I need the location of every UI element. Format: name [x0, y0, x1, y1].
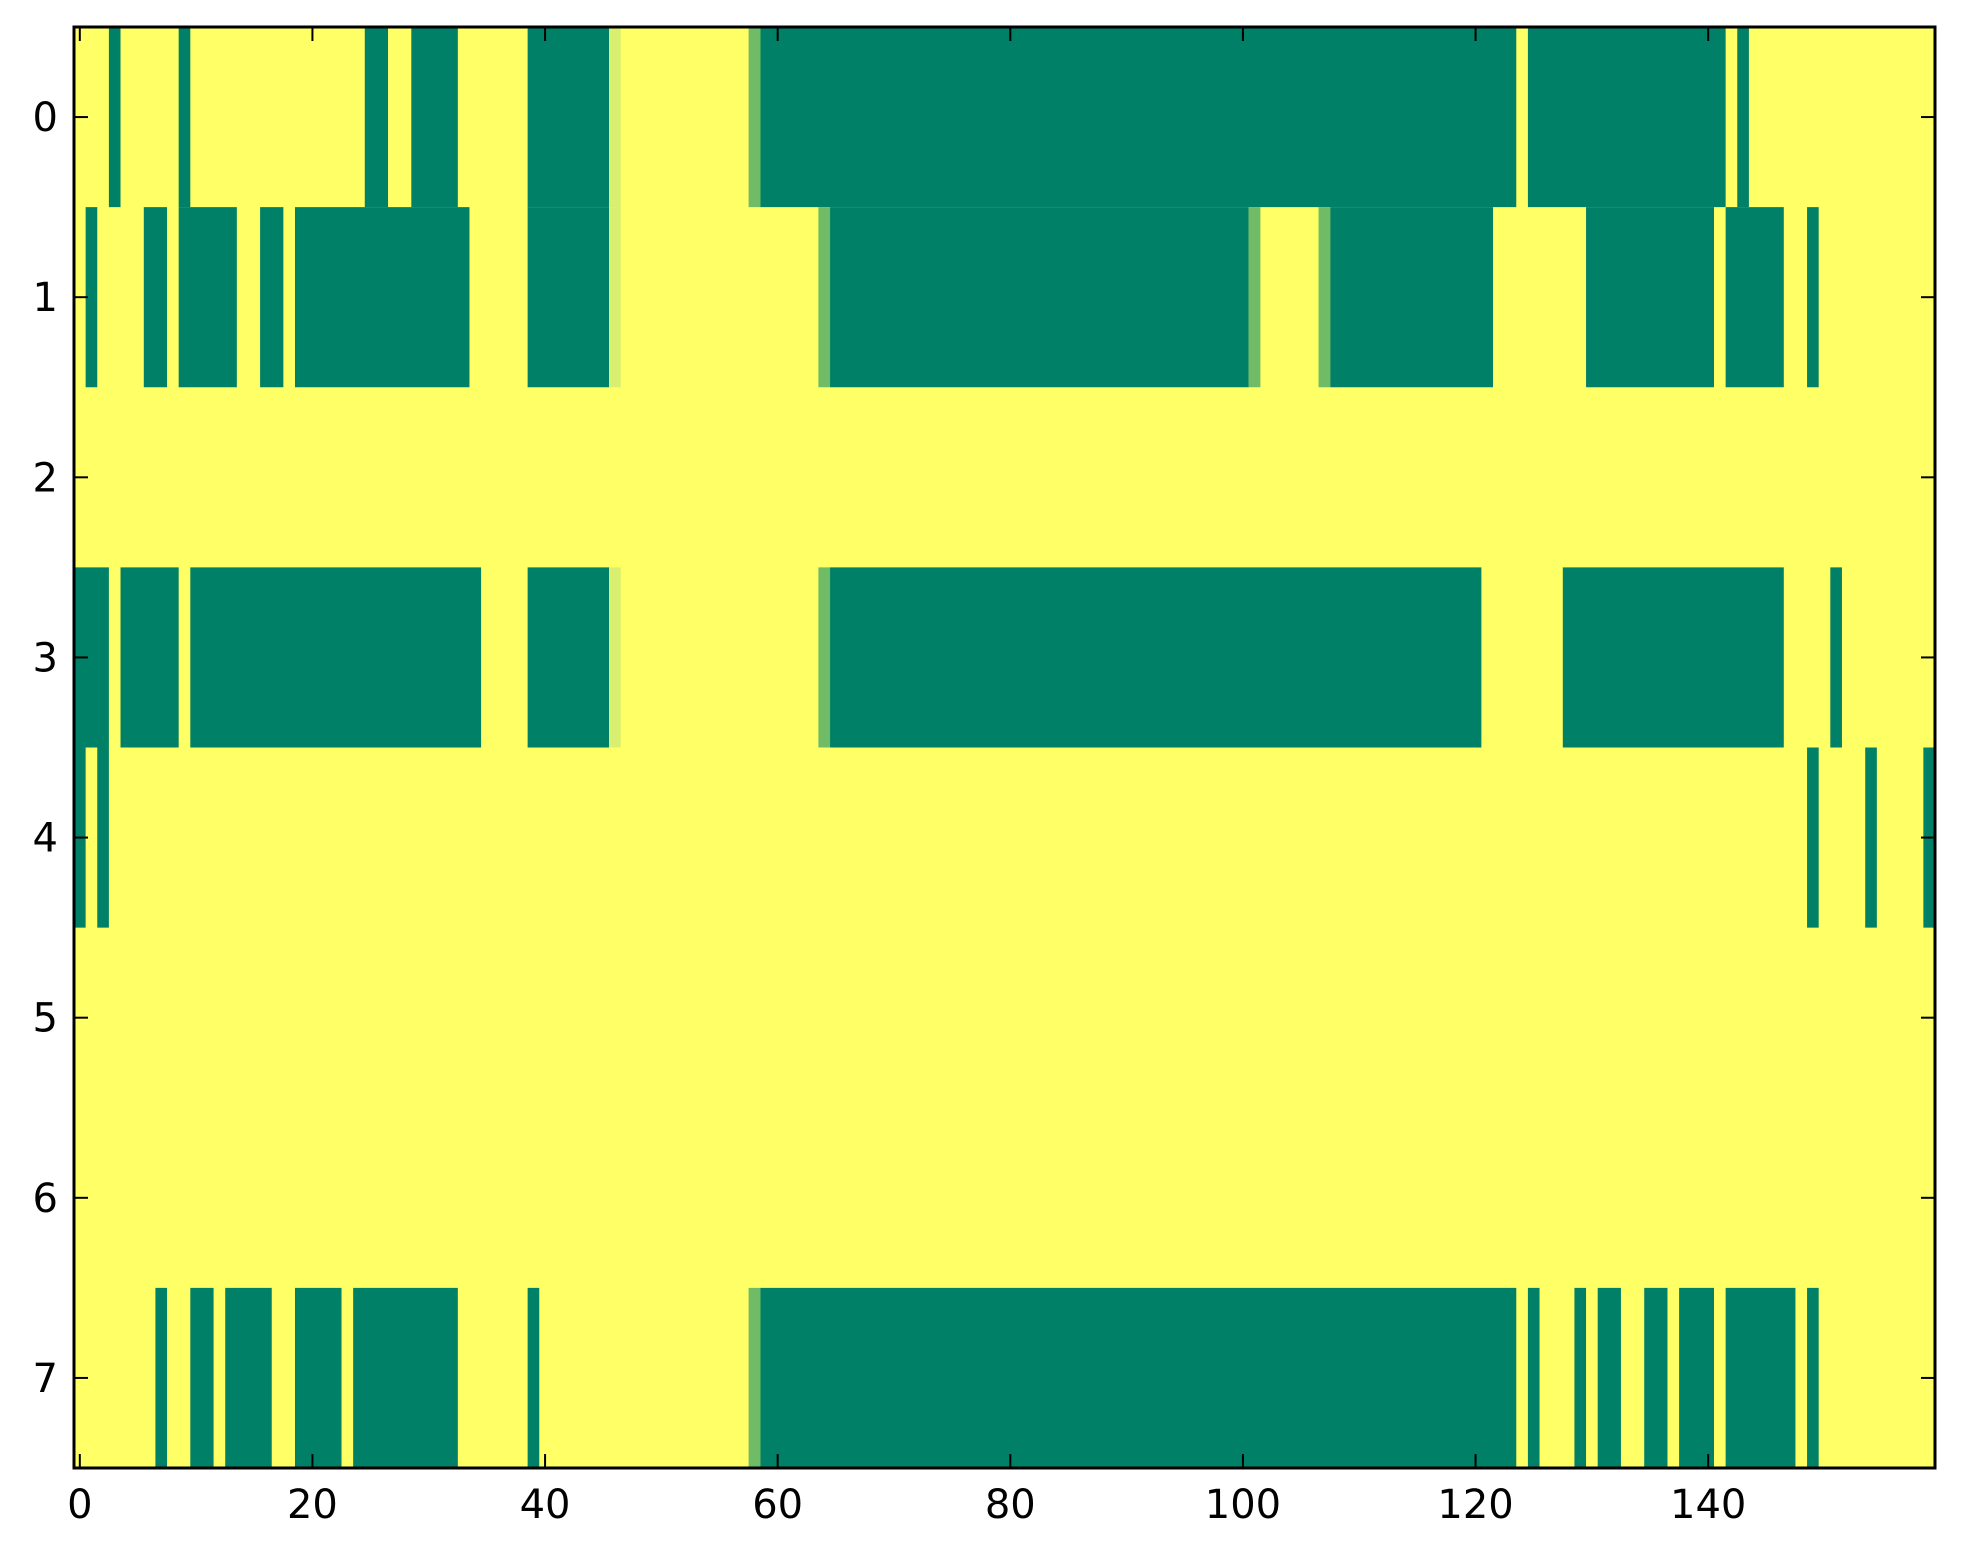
y-tick-label: 4 — [33, 816, 58, 862]
y-tick-label: 7 — [33, 1356, 58, 1402]
heatmap-cell — [609, 567, 621, 748]
heatmap-cell-run — [190, 1287, 214, 1469]
heatmap-cell — [818, 567, 831, 748]
y-tick-label: 5 — [33, 996, 58, 1042]
heatmap-cell-run — [294, 207, 470, 388]
heatmap-cell-run — [527, 27, 610, 208]
heatmap-cell-run — [830, 207, 1249, 388]
heatmap-cell — [1318, 207, 1331, 388]
heatmap-cell-run — [364, 27, 389, 208]
heatmap-cell-run — [527, 207, 610, 388]
x-tick-label: 140 — [1670, 1482, 1746, 1528]
y-tick-label: 0 — [33, 95, 58, 141]
x-tick-labels: 0 20 40 60 80 100 120 140 — [67, 1482, 1746, 1528]
heatmap-cell — [609, 27, 621, 208]
heatmap-cell-run — [760, 1287, 1517, 1469]
axis-ticks — [74, 27, 1935, 1468]
heatmap-cell-run — [1830, 567, 1842, 748]
x-tick-label: 20 — [287, 1482, 338, 1528]
heatmap-cell-run — [294, 1287, 342, 1469]
plot-area — [74, 27, 1935, 1469]
heatmap-cell — [748, 1287, 761, 1469]
heatmap-cell-run — [1737, 27, 1749, 208]
heatmap-cell-run — [260, 207, 284, 388]
heatmap-cell-run — [1597, 1287, 1621, 1469]
heatmap-cell-run — [1865, 747, 1877, 928]
plot-frame — [72, 25, 1937, 1470]
heatmap-cell-run — [85, 207, 98, 388]
x-tick-label: 100 — [1205, 1482, 1281, 1528]
heatmap-cell-run — [411, 27, 458, 208]
heatmap-cell-run — [527, 1287, 540, 1469]
heatmap-cell-run — [1586, 207, 1714, 388]
heatmap-cell-run — [353, 1287, 458, 1469]
heatmap-cell-run — [1807, 207, 1819, 388]
heatmap-cell-run — [830, 567, 1482, 748]
heatmap-cell-run — [1807, 747, 1819, 928]
y-tick-label: 2 — [33, 455, 58, 501]
heatmap-cell — [818, 207, 831, 388]
heatmap-cell — [1248, 207, 1261, 388]
x-tick-label: 0 — [67, 1482, 92, 1528]
heatmap-cell-run — [1725, 1287, 1796, 1469]
heatmap-cell-run — [108, 27, 121, 208]
y-tick-label: 6 — [33, 1176, 58, 1222]
y-tick-label: 3 — [33, 635, 58, 681]
heatmap-cell-run — [1574, 1287, 1587, 1469]
heatmap-cell-run — [527, 567, 610, 748]
heatmap-cell-run — [120, 567, 179, 748]
heatmap-cell-run — [1807, 1287, 1819, 1469]
heatmap-cell-run — [155, 1287, 168, 1469]
heatmap-cell-run — [225, 1287, 272, 1469]
x-tick-label: 120 — [1437, 1482, 1513, 1528]
heatmap-cell-run — [97, 747, 109, 928]
heatmap-cell-run — [760, 27, 1517, 208]
heatmap-cell-run — [190, 567, 482, 748]
x-tick-label: 60 — [752, 1482, 803, 1528]
heatmap-cell-run — [1644, 1287, 1668, 1469]
heatmap-cell-run — [178, 207, 237, 388]
heatmap-cell-run — [1562, 567, 1784, 748]
heatmap-cell-run — [1330, 207, 1494, 388]
heatmap-cell-run — [178, 27, 191, 208]
x-tick-label: 40 — [520, 1482, 571, 1528]
heatmap-cell-run — [1527, 1287, 1540, 1469]
heatmap-cell — [609, 207, 621, 388]
heatmap-cell-run — [1679, 1287, 1714, 1469]
heatmap-cell-run — [1527, 27, 1726, 208]
x-tick-label: 80 — [985, 1482, 1036, 1528]
heatmap-cell-run — [1725, 207, 1784, 388]
y-tick-label: 1 — [33, 275, 58, 321]
y-tick-labels: 0 1 2 3 4 5 6 7 — [33, 95, 58, 1402]
heatmap-cell — [748, 27, 761, 208]
heatmap-cell-run — [143, 207, 168, 388]
